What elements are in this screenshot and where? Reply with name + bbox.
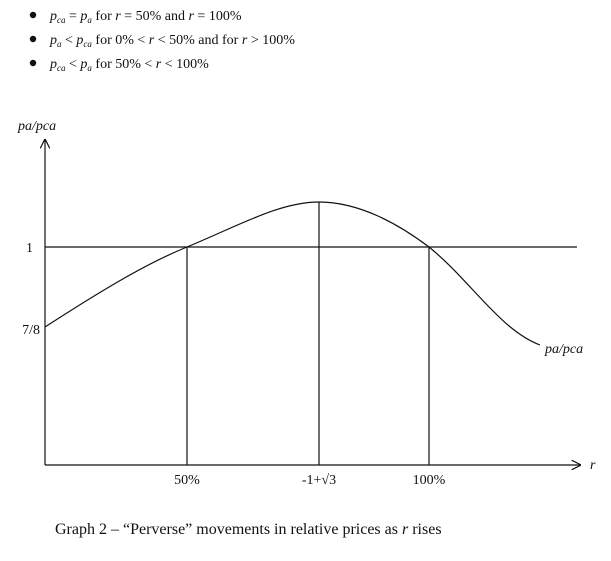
bullet: pca = pa for r = 50% and r = 100% (49, 9, 242, 25)
caption-var: r (402, 521, 409, 538)
bullet: pa < pca for 0% < r < 50% and for r > 10… (49, 33, 295, 49)
caption-text: Graph 2 – “Perverse” movements in relati… (55, 521, 402, 538)
y-label: 1 (26, 241, 33, 256)
y-axis-label: pa/pca (17, 119, 56, 134)
x-label: 100% (413, 473, 446, 488)
subscript: a (57, 39, 62, 49)
var: r (156, 57, 162, 72)
subscript: a (87, 15, 92, 25)
text: for 50% < (92, 57, 156, 72)
x-label: 50% (174, 473, 200, 488)
text: < (66, 57, 81, 72)
var: p (79, 9, 87, 24)
var: p (49, 57, 57, 72)
subscript: ca (83, 39, 92, 49)
text: < 100% (161, 57, 209, 72)
text: > 100% (247, 33, 295, 48)
bullet-dot (29, 11, 37, 19)
bullet-list: pca = pa for r = 50% and r = 100% pa < p… (29, 9, 295, 73)
var: r (115, 9, 121, 24)
var: r (242, 33, 248, 48)
subscript: a (87, 63, 92, 73)
text: < (62, 33, 77, 48)
caption: Graph 2 – “Perverse” movements in relati… (55, 521, 442, 538)
caption-text: rises (408, 521, 441, 538)
text: for (92, 9, 115, 24)
var: r (149, 33, 155, 48)
text: = 50% and (121, 9, 189, 24)
var: p (79, 57, 87, 72)
bullet-dot (29, 35, 37, 43)
graph: pa/pca r 1 7/8 50% -1+√3 100% pa/pca (17, 119, 596, 488)
y-label: 7/8 (22, 323, 40, 338)
subscript: ca (57, 15, 66, 25)
text: = (66, 9, 81, 24)
var: p (49, 9, 57, 24)
x-axis-label: r (590, 458, 596, 473)
curve (44, 201, 541, 346)
text: = 100% (194, 9, 242, 24)
bullet: pca < pa for 50% < r < 100% (49, 57, 209, 73)
subscript: ca (57, 63, 66, 73)
text: < 50% and for (154, 33, 242, 48)
var: r (188, 9, 194, 24)
text: for 0% < (92, 33, 149, 48)
curve-label: pa/pca (544, 342, 583, 357)
var: p (49, 33, 57, 48)
bullet-dot (29, 59, 37, 67)
var: p (75, 33, 83, 48)
x-label: -1+√3 (302, 473, 336, 488)
